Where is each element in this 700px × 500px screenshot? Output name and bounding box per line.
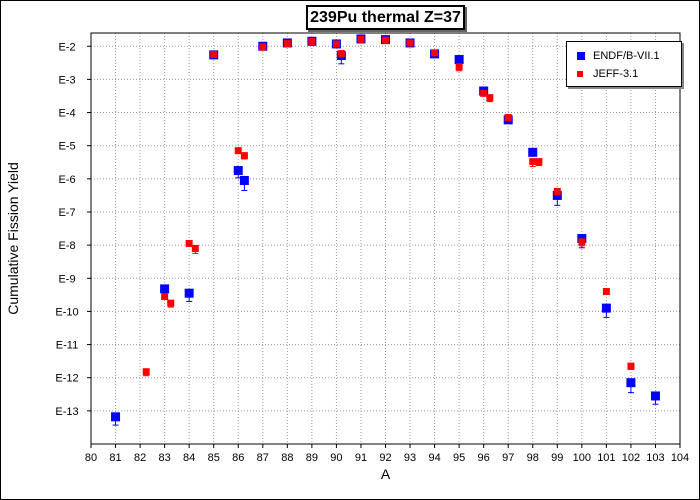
legend-swatch-jeff (577, 71, 583, 77)
data-point-endf (552, 190, 562, 200)
x-tick-label: 94 (428, 452, 440, 464)
data-point-jeff (406, 39, 414, 47)
data-point-jeff (210, 51, 218, 59)
data-point-endf (601, 303, 611, 313)
x-tick-label: 88 (281, 452, 293, 464)
x-tick-label: 98 (527, 452, 539, 464)
data-marks (111, 34, 660, 426)
data-point-jeff (240, 152, 248, 160)
data-point-jeff (578, 238, 586, 246)
data-point-jeff (529, 158, 537, 166)
x-tick-label: 93 (404, 452, 416, 464)
data-point-jeff (308, 38, 316, 46)
data-point-endf (233, 166, 243, 176)
x-tick-label: 90 (330, 452, 342, 464)
x-tick-label: 87 (257, 452, 269, 464)
x-tick-label: 97 (502, 452, 514, 464)
x-axis-ticks: 80 81 82 83 84 85 86 87 88 89 90 91 92 93 94 95 96 97 98 99… (85, 444, 689, 464)
data-point-jeff (535, 158, 543, 166)
chart-title: 239Pu thermal Z=37 (306, 5, 465, 30)
x-tick-label: 100 (573, 452, 591, 464)
data-point-jeff (455, 63, 463, 71)
y-tick-label: E-10 (55, 306, 78, 318)
y-tick-label: E-12 (55, 373, 78, 385)
x-tick-label: 83 (159, 452, 171, 464)
y-tick-label: E-13 (55, 406, 78, 418)
x-tick-label: 86 (232, 452, 244, 464)
data-point-endf (111, 412, 121, 422)
x-tick-label: 104 (671, 452, 689, 464)
y-tick-label: E-4 (58, 108, 75, 120)
data-point-endf (239, 175, 249, 185)
x-tick-label: 84 (183, 452, 195, 464)
series-jeff (142, 35, 635, 377)
plot-area-border (90, 32, 681, 445)
x-tick-label: 91 (355, 452, 367, 464)
data-point-jeff (259, 43, 267, 51)
data-point-jeff (185, 239, 193, 247)
legend-label-endf: ENDF/B-VII.1 (593, 50, 660, 62)
x-tick-label: 85 (208, 452, 220, 464)
x-tick-label: 96 (478, 452, 490, 464)
data-point-endf (160, 284, 170, 294)
y-tick-label: E-11 (56, 340, 78, 352)
x-tick-label: 92 (379, 452, 391, 464)
data-point-jeff (627, 362, 635, 370)
data-point-endf (650, 391, 660, 401)
x-tick-label: 89 (306, 452, 318, 464)
x-tick-label: 103 (646, 452, 664, 464)
data-point-endf (626, 378, 636, 388)
y-tick-label: E-9 (58, 273, 75, 285)
x-tick-label: 101 (597, 452, 615, 464)
legend-entry-jeff: JEFF-3.1 (577, 68, 638, 80)
data-point-jeff (382, 36, 389, 44)
data-point-jeff (486, 94, 494, 102)
data-point-jeff (161, 293, 169, 301)
x-tick-label: 99 (551, 452, 563, 464)
x-tick-label: 82 (134, 452, 146, 464)
x-tick-label: 81 (109, 452, 121, 464)
x-axis-label: A (381, 466, 391, 482)
data-point-jeff (234, 147, 242, 155)
y-tick-label: E-2 (58, 41, 75, 53)
y-axis-label: Cumulative Fission Yield (5, 162, 21, 315)
data-point-jeff (142, 368, 150, 376)
data-point-jeff (191, 244, 199, 252)
data-point-jeff (357, 35, 365, 43)
legend: ENDF/B-VII.1 JEFF-3.1 (566, 41, 682, 87)
data-point-jeff (431, 49, 439, 57)
legend-label-jeff: JEFF-3.1 (593, 68, 639, 80)
x-tick-label: 95 (453, 452, 465, 464)
data-point-jeff (337, 50, 345, 58)
y-tick-label: E-5 (58, 141, 75, 153)
data-point-endf (454, 55, 464, 65)
data-point-jeff (283, 40, 291, 48)
data-point-endf (528, 147, 538, 157)
data-point-jeff (602, 288, 610, 296)
y-tick-label: E-6 (58, 174, 75, 186)
data-point-jeff (504, 114, 512, 122)
y-tick-label: E-8 (58, 240, 75, 252)
grid-lines (91, 33, 680, 444)
x-tick-label: 80 (85, 452, 97, 464)
y-tick-label: E-7 (58, 207, 75, 219)
legend-swatch-endf (577, 52, 585, 60)
x-tick-label: 102 (622, 452, 640, 464)
data-point-jeff (167, 299, 175, 307)
data-point-endf (184, 288, 194, 298)
data-point-jeff (480, 89, 488, 97)
legend-entry-endf: ENDF/B-VII.1 (577, 50, 660, 62)
y-tick-label: E-3 (58, 74, 75, 86)
y-axis-ticks: E-2 E-3 E-4 E-5 E-6 E-7 E-8 E-9 E-10 E-11 E-12 E-13 (55, 41, 91, 418)
data-point-jeff (553, 187, 561, 195)
data-point-jeff (332, 40, 340, 48)
